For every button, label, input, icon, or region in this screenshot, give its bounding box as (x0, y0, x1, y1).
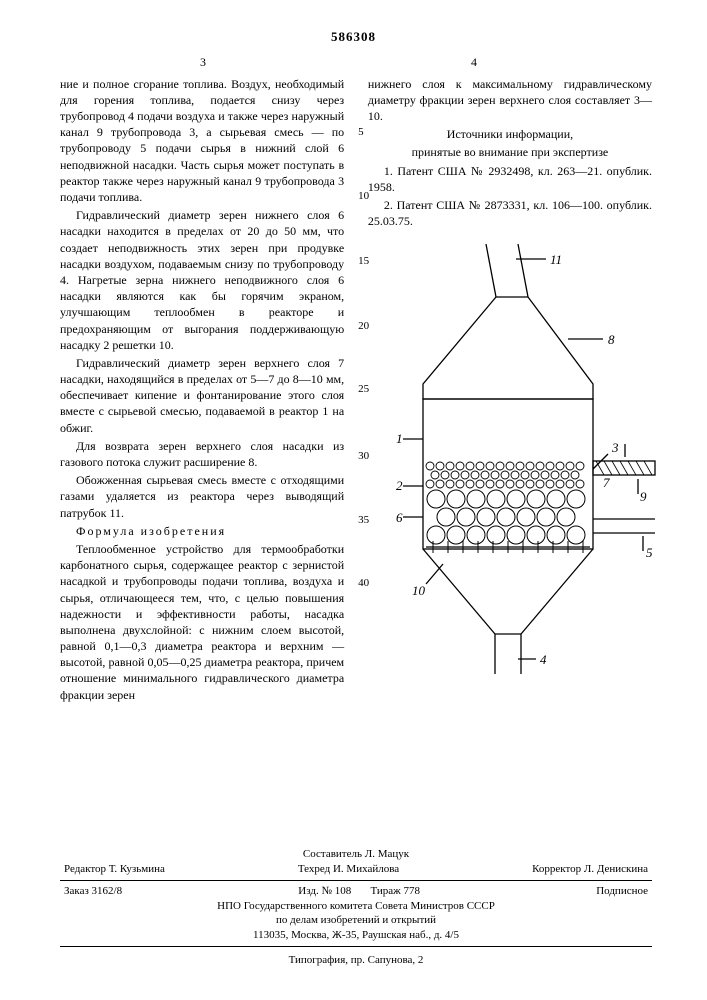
divider (60, 880, 652, 881)
page-numbers: 3 4 (0, 54, 707, 76)
editor-credit: Редактор Т. Кузьмина (64, 862, 165, 877)
order-number: Заказ 3162/8 (64, 884, 122, 899)
address: 113035, Москва, Ж-35, Раушская наб., д. … (60, 928, 652, 943)
content-columns: 5 10 15 20 25 30 35 40 ние и полное сгор… (0, 76, 707, 705)
corrector-credit: Корректор Л. Денискина (532, 862, 648, 877)
paragraph: нижнего слоя к максимальному гидравличес… (368, 76, 652, 125)
paragraph: ние и полное сгорание топлива. Воздух, н… (60, 76, 344, 206)
document-number: 586308 (0, 0, 707, 54)
figure-label: 2 (396, 478, 403, 493)
compiler-credit: Составитель Л. Мацук (60, 847, 652, 862)
divider (60, 946, 652, 947)
paragraph: Гидравлический диаметр зерен нижнего сло… (60, 207, 344, 353)
paragraph: Гидравлический диаметр зерен верхнего сл… (60, 355, 344, 436)
figure-label: 8 (608, 332, 615, 347)
paragraph: Обожженная сырьевая смесь вместе с отход… (60, 472, 344, 521)
subscript: Подписное (596, 884, 648, 899)
figure-label: 3 (611, 440, 619, 455)
line-num: 5 (358, 127, 364, 138)
figure-label: 9 (640, 489, 647, 504)
figure-label: 5 (646, 545, 653, 560)
reactor-diagram: 1 2 3 4 5 6 7 8 9 10 11 (368, 239, 652, 679)
paragraph: Теплообменное устройство для термообрабо… (60, 541, 344, 703)
tirazh: Тираж 778 (370, 885, 420, 897)
page-num-left: 3 (200, 54, 206, 70)
left-column: 5 10 15 20 25 30 35 40 ние и полное сгор… (60, 76, 344, 705)
sources-title: Источники информации, (368, 126, 652, 142)
figure-label: 6 (396, 510, 403, 525)
paragraph: Для возврата зерен верхнего слоя насадки… (60, 438, 344, 470)
figure-label: 10 (412, 583, 426, 598)
publication-row: Заказ 3162/8 Изд. № 108 Тираж 778 Подпис… (60, 884, 652, 899)
typography: Типография, пр. Сапунова, 2 (60, 953, 652, 968)
footer: Составитель Л. Мацук Редактор Т. Кузьмин… (60, 847, 652, 968)
org-line-2: по делам изобретений и открытий (60, 913, 652, 928)
sources-subtitle: принятые во внимание при экспертизе (368, 144, 652, 160)
page-num-right: 4 (471, 54, 477, 70)
credits-row: Редактор Т. Кузьмина Техред И. Михайлова… (60, 862, 652, 877)
figure-label: 11 (550, 252, 562, 267)
org-line-1: НПО Государственного комитета Совета Мин… (60, 899, 652, 914)
formula-title: Формула изобретения (60, 523, 344, 539)
figure-label: 4 (540, 652, 547, 667)
figure-label: 1 (396, 431, 403, 446)
reference: 2. Патент США № 2873331, кл. 106—100. оп… (368, 197, 652, 229)
figure-label: 7 (603, 475, 610, 490)
tech-credit: Техред И. Михайлова (298, 862, 399, 877)
reference: 1. Патент США № 2932498, кл. 263—21. опу… (368, 163, 652, 195)
edition-number: Изд. № 108 (298, 885, 351, 897)
right-column: нижнего слоя к максимальному гидравличес… (368, 76, 652, 705)
